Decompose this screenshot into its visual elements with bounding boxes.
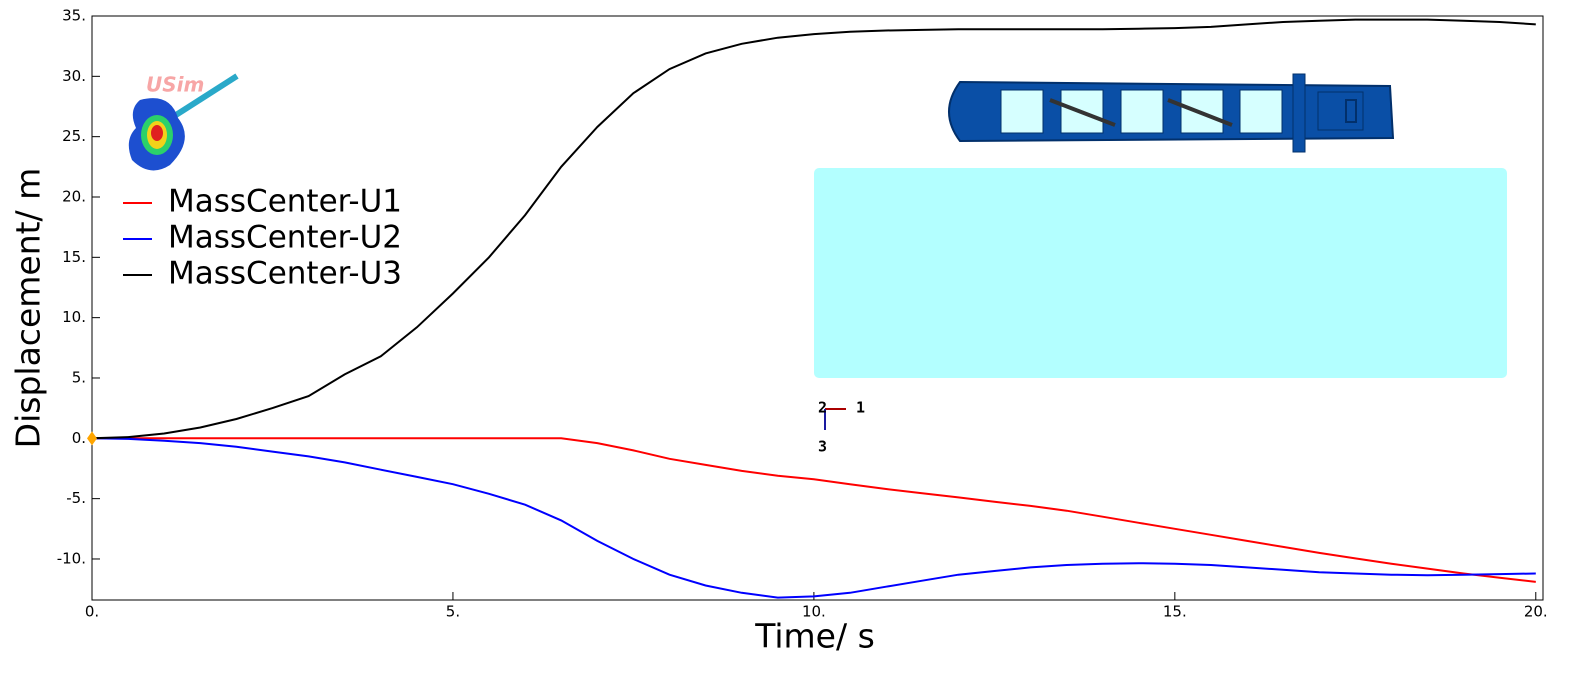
y-tick-label: 30. (62, 67, 86, 85)
y-tick-label: 0. (72, 429, 86, 447)
x-tick-label: 0. (85, 603, 99, 621)
series-line (91, 437, 1536, 599)
x-tick-label: 10. (802, 603, 826, 621)
y-tick-label: 15. (62, 248, 86, 266)
origin-marker (87, 431, 97, 446)
y-tick-label: 35. (62, 7, 86, 25)
y-tick-label: 10. (62, 308, 86, 326)
logo: USim (128, 73, 239, 171)
y-tick-label: -5. (66, 489, 86, 507)
x-tick-label: 20. (1524, 603, 1548, 621)
region (814, 168, 1507, 378)
y-tick-label: 25. (62, 127, 86, 145)
y-tick-label: 5. (72, 368, 86, 386)
ship-image (948, 73, 1395, 153)
y-axis-label: Displacement/ m (9, 168, 48, 449)
x-axis-label: Time/ s (754, 617, 875, 656)
triad-label: 1 (856, 399, 865, 417)
legend-label: MassCenter-U2 (168, 220, 402, 256)
x-tick-label: 5. (446, 603, 460, 621)
plot-frame (91, 15, 1544, 601)
y-tick-label: 20. (62, 187, 86, 205)
legend-label: MassCenter-U1 (168, 184, 402, 220)
legend-label: MassCenter-U3 (168, 256, 402, 292)
triad-label: 2 (818, 399, 827, 417)
x-tick-label: 15. (1163, 603, 1187, 621)
series-line (91, 18, 1536, 440)
triad: 1 2 3 (818, 399, 865, 456)
series-line (92, 437, 1536, 583)
logo-text: USim (146, 73, 204, 97)
y-tick-label: -10. (57, 549, 86, 567)
triad-label: 3 (818, 438, 827, 456)
